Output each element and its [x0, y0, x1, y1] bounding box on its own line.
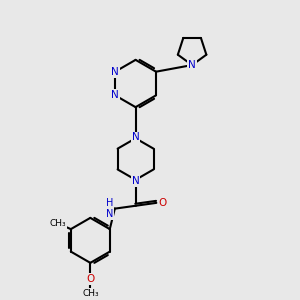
Text: N: N — [188, 60, 196, 70]
Text: CH₃: CH₃ — [82, 289, 99, 298]
Text: CH₃: CH₃ — [50, 219, 66, 228]
Text: N: N — [111, 67, 119, 77]
Text: O: O — [86, 274, 94, 284]
Text: N: N — [132, 176, 140, 186]
Text: N: N — [111, 90, 119, 100]
Text: N: N — [132, 132, 140, 142]
Text: O: O — [159, 198, 167, 208]
Text: H
N: H N — [106, 198, 113, 219]
